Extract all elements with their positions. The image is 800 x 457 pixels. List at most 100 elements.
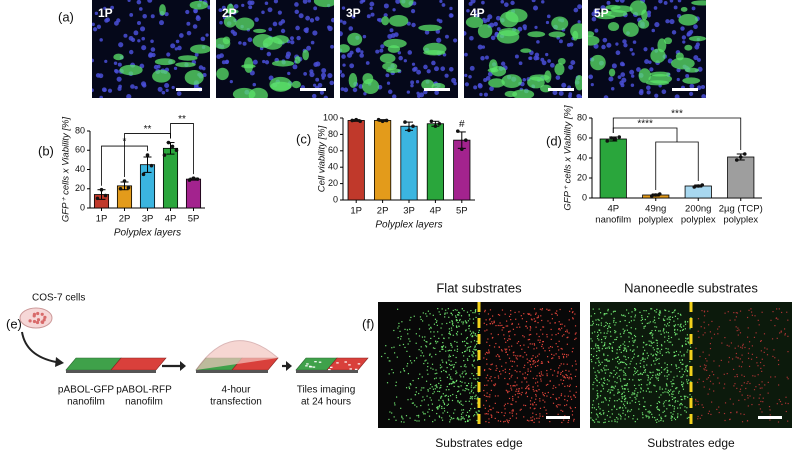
nucleus bbox=[477, 44, 483, 50]
gfp-speck bbox=[686, 365, 688, 367]
gfp-speck bbox=[681, 344, 683, 347]
gfp-speck bbox=[623, 374, 625, 376]
gfp-speck bbox=[611, 385, 613, 387]
tile-edge bbox=[66, 370, 156, 373]
gfp-speck bbox=[442, 348, 444, 350]
rfp-speck bbox=[776, 403, 778, 405]
gfp-speck bbox=[616, 416, 618, 419]
tile-edge bbox=[196, 370, 268, 373]
gfp-speck bbox=[627, 411, 629, 413]
rfp-speck bbox=[728, 361, 730, 363]
gfp-speck bbox=[637, 374, 639, 376]
data-point bbox=[141, 172, 146, 177]
rfp-speck bbox=[762, 401, 764, 403]
gfp-speck bbox=[429, 397, 431, 399]
nucleus bbox=[611, 63, 617, 69]
nucleus bbox=[487, 71, 493, 77]
gfp-speck bbox=[590, 359, 592, 361]
gfp-speck bbox=[474, 333, 477, 335]
gfp-speck bbox=[475, 384, 477, 387]
rfp-speck bbox=[494, 383, 497, 385]
gfp-speck bbox=[598, 412, 601, 415]
gfp-speck bbox=[424, 419, 426, 421]
gfp-speck bbox=[423, 413, 425, 415]
gfp-speck bbox=[441, 405, 443, 408]
gfp-speck bbox=[406, 350, 408, 352]
gfp-speck bbox=[626, 383, 629, 385]
data-point bbox=[742, 152, 747, 156]
gfp-speck bbox=[455, 370, 457, 372]
gfp-speck bbox=[659, 352, 661, 354]
gfp-speck bbox=[624, 356, 627, 358]
rfp-speck bbox=[787, 351, 789, 353]
rfp-speck bbox=[510, 310, 512, 312]
gfp-speck bbox=[675, 364, 677, 366]
gfp-speck bbox=[476, 340, 478, 343]
rfp-speck bbox=[701, 404, 703, 406]
rfp-speck bbox=[559, 404, 561, 406]
gfp-speck bbox=[424, 413, 426, 415]
nucleus bbox=[340, 19, 343, 23]
gfp-speck bbox=[620, 380, 622, 382]
nucleus bbox=[630, 74, 635, 78]
bar bbox=[162, 147, 179, 209]
rfp-speck bbox=[535, 356, 537, 358]
rfp-speck bbox=[565, 373, 567, 376]
gfp-speck bbox=[404, 346, 406, 349]
rfp-speck bbox=[533, 401, 536, 404]
micrograph: 5P bbox=[588, 0, 706, 98]
gfp-speck bbox=[647, 411, 649, 413]
gfp-speck bbox=[655, 311, 657, 313]
gfp-speck bbox=[605, 365, 608, 367]
gfp-speck bbox=[462, 416, 464, 418]
rfp-speck bbox=[537, 316, 539, 319]
gfp-speck bbox=[653, 360, 655, 362]
gfp-speck bbox=[671, 393, 673, 395]
scale-bar bbox=[546, 416, 570, 419]
rfp-speck bbox=[495, 342, 497, 345]
gfp-cell bbox=[678, 14, 699, 26]
nucleus bbox=[369, 1, 375, 7]
gfp-speck bbox=[468, 410, 471, 412]
gfp-speck bbox=[466, 336, 468, 339]
gfp-speck bbox=[460, 403, 462, 405]
nucleus bbox=[178, 33, 184, 38]
gfp-speck bbox=[688, 416, 690, 419]
rfp-speck bbox=[732, 368, 735, 371]
rfp-speck bbox=[726, 344, 728, 346]
gfp-speck bbox=[446, 386, 448, 388]
rfp-speck bbox=[743, 375, 745, 378]
y-tick-label: 60 bbox=[577, 132, 587, 142]
gfp-speck bbox=[683, 395, 685, 397]
rfp-speck bbox=[761, 358, 763, 360]
gfp-speck bbox=[619, 406, 621, 408]
rfp-speck bbox=[525, 387, 527, 390]
gfp-cell bbox=[271, 60, 295, 67]
rfp-speck bbox=[487, 313, 490, 315]
gfp-speck bbox=[467, 359, 469, 362]
rfp-speck bbox=[734, 376, 736, 378]
nucleus bbox=[689, 91, 694, 96]
rfp-speck bbox=[559, 308, 561, 311]
nucleus bbox=[380, 44, 385, 49]
gfp-speck bbox=[623, 341, 626, 343]
nucleus bbox=[545, 52, 549, 57]
rfp-speck bbox=[489, 309, 492, 311]
gfp-speck bbox=[400, 371, 402, 373]
rfp-speck bbox=[534, 382, 537, 384]
rfp-speck bbox=[711, 371, 713, 373]
rfp-speck bbox=[539, 308, 541, 310]
gfp-speck bbox=[665, 309, 667, 312]
cell bbox=[35, 320, 40, 325]
gfp-speck bbox=[666, 375, 668, 377]
gfp-speck bbox=[438, 337, 440, 339]
rfp-speck bbox=[542, 394, 544, 396]
gfp-speck bbox=[644, 369, 646, 372]
gfp-speck bbox=[684, 320, 686, 322]
arrowhead bbox=[286, 361, 292, 371]
gfp-speck bbox=[597, 370, 599, 372]
gfp-speck bbox=[674, 329, 676, 331]
gfp-speck bbox=[451, 364, 453, 366]
gfp-speck bbox=[400, 421, 403, 423]
rfp-speck bbox=[778, 384, 780, 386]
